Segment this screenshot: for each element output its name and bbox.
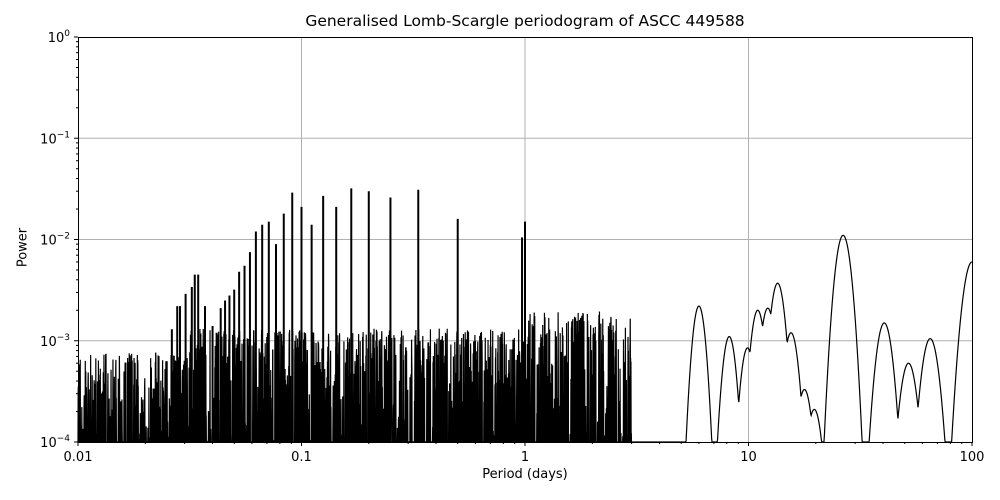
x-tick-label: 100: [960, 450, 985, 465]
y-tick-label: 100: [48, 29, 71, 46]
x-tick-label: 1: [521, 450, 529, 465]
y-tick-label: 10−2: [40, 232, 70, 249]
periodogram-curve: [77, 188, 973, 443]
y-tick-label: 10−4: [40, 434, 70, 451]
x-axis-label: Period (days): [482, 467, 568, 482]
x-tick-label: 10: [740, 450, 757, 465]
chart-title: Generalised Lomb-Scargle periodogram of …: [305, 12, 745, 30]
x-tick-label: 0.01: [64, 450, 93, 465]
axis-ticks: 0.01 0.1 1 10 100 10−4 10−3 10−2 10−1 100: [40, 29, 984, 465]
x-tick-label: 0.1: [291, 450, 312, 465]
y-tick-label: 10−3: [40, 333, 70, 350]
y-tick-label: 10−1: [40, 130, 70, 147]
